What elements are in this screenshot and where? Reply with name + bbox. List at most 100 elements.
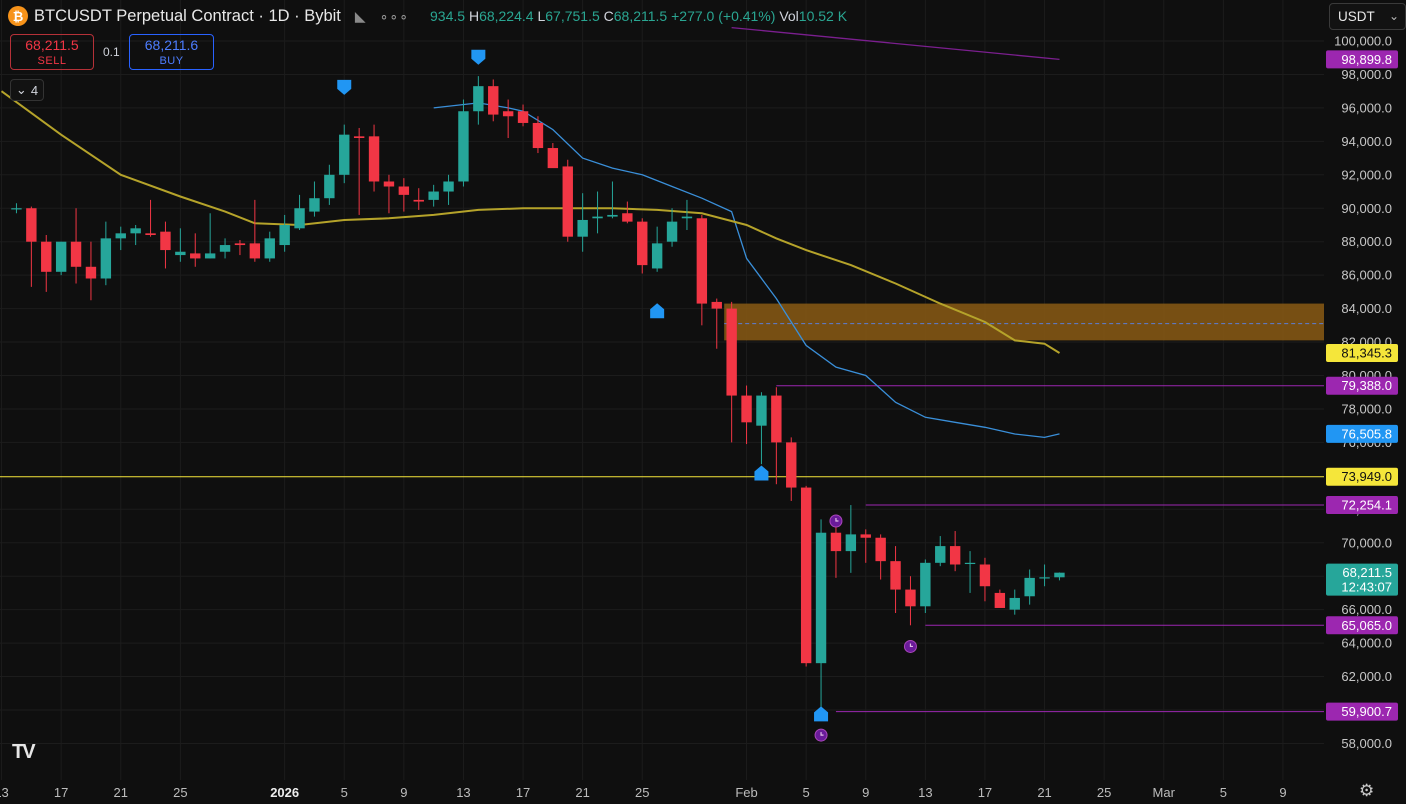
candle[interactable] xyxy=(413,188,424,210)
candle[interactable] xyxy=(726,301,737,443)
candle[interactable] xyxy=(249,199,261,262)
candle-body xyxy=(756,395,767,426)
candle[interactable] xyxy=(920,559,931,613)
alarm-clock-icon[interactable] xyxy=(829,514,843,528)
order-quantity[interactable]: 0.1 xyxy=(103,45,120,59)
candle[interactable] xyxy=(26,206,37,287)
indicators-toggle[interactable]: ⌄ 4 xyxy=(10,79,44,101)
candle[interactable] xyxy=(800,485,812,667)
candle[interactable] xyxy=(637,218,648,274)
alarm-clock-icon[interactable] xyxy=(814,728,828,742)
candle[interactable] xyxy=(875,534,886,580)
candle[interactable] xyxy=(860,529,871,563)
more-options-icon[interactable]: ∘∘∘ xyxy=(379,7,409,24)
candle[interactable] xyxy=(607,181,618,219)
candle[interactable] xyxy=(160,221,171,269)
symbol-title[interactable]: BTCUSDT Perpetual Contract · 1D · Bybit xyxy=(34,6,341,25)
candle[interactable] xyxy=(115,226,126,251)
candle[interactable] xyxy=(175,228,186,262)
trend-line-line[interactable] xyxy=(731,26,1060,61)
signal-marker-icon[interactable] xyxy=(471,49,486,65)
candle[interactable] xyxy=(339,124,350,184)
candle[interactable] xyxy=(845,505,857,573)
candle[interactable] xyxy=(756,392,767,465)
candle[interactable] xyxy=(622,201,633,224)
candle[interactable] xyxy=(562,159,573,242)
candle[interactable] xyxy=(204,213,216,259)
candle[interactable] xyxy=(681,199,693,230)
price-tick-label: 88,000.0 xyxy=(1341,234,1392,249)
candle[interactable] xyxy=(85,241,97,301)
price-tick-label: 96,000.0 xyxy=(1341,100,1392,115)
candle[interactable] xyxy=(517,104,529,127)
candle[interactable] xyxy=(964,551,976,593)
time-axis[interactable]: 13 17 21 25 2026 5 9 13 17 21 25 Feb 5 9 13 17 21 25 Mar 5 9 xyxy=(0,780,1324,804)
settings-gear-icon[interactable]: ⚙ xyxy=(1359,781,1375,800)
tradingview-logo[interactable]: TV xyxy=(12,741,36,763)
candle[interactable] xyxy=(353,127,365,215)
candle[interactable] xyxy=(383,174,395,214)
signal-marker-icon[interactable] xyxy=(337,79,352,95)
ma-slow-line[interactable] xyxy=(0,90,1061,354)
candle[interactable] xyxy=(70,208,82,284)
candle[interactable] xyxy=(890,546,901,613)
candle[interactable] xyxy=(502,99,514,139)
candle[interactable] xyxy=(666,208,678,247)
candle[interactable] xyxy=(130,224,141,246)
candle[interactable] xyxy=(100,221,112,286)
candle[interactable] xyxy=(741,385,752,445)
candle[interactable] xyxy=(711,298,722,349)
price-tag-label: 76,505.8 xyxy=(1341,426,1392,441)
sell-button[interactable]: 68,211.5 SELL xyxy=(10,34,94,70)
candle[interactable] xyxy=(55,241,67,276)
candle[interactable] xyxy=(443,174,454,205)
candle[interactable] xyxy=(815,519,827,712)
candle[interactable] xyxy=(696,214,708,326)
time-tick-label: 5 xyxy=(1220,785,1227,800)
tag-icon[interactable]: ◣ xyxy=(354,7,366,24)
candle[interactable] xyxy=(532,116,544,154)
candle[interactable] xyxy=(398,178,410,212)
candle[interactable] xyxy=(1024,569,1035,605)
currency-select[interactable]: USDT ⌄ xyxy=(1329,3,1406,30)
candle[interactable] xyxy=(1039,564,1050,587)
buy-button[interactable]: 68,211.6 BUY xyxy=(129,34,214,70)
candle[interactable] xyxy=(979,557,991,602)
candle[interactable] xyxy=(294,194,305,230)
signal-marker-icon[interactable] xyxy=(814,706,829,722)
candle[interactable] xyxy=(771,387,782,485)
candle[interactable] xyxy=(41,235,52,292)
candle[interactable] xyxy=(145,199,156,237)
candle[interactable] xyxy=(488,79,499,122)
candle[interactable] xyxy=(190,233,201,267)
candle[interactable] xyxy=(428,184,439,207)
candle[interactable] xyxy=(994,589,1006,608)
candle[interactable] xyxy=(368,124,380,192)
signal-marker-icon[interactable] xyxy=(650,303,665,319)
candle[interactable] xyxy=(1009,589,1020,615)
candle[interactable] xyxy=(786,437,797,501)
candle[interactable] xyxy=(279,214,290,252)
candle-body xyxy=(339,134,350,175)
candle[interactable] xyxy=(949,531,961,572)
candle[interactable] xyxy=(473,76,484,125)
candle[interactable] xyxy=(1054,572,1065,581)
candle[interactable] xyxy=(458,99,469,187)
candle[interactable] xyxy=(547,143,559,169)
candle[interactable] xyxy=(234,240,246,256)
candle[interactable] xyxy=(324,164,335,205)
candle[interactable] xyxy=(219,238,231,259)
candle[interactable] xyxy=(905,576,916,626)
candle[interactable] xyxy=(309,181,320,217)
alarm-clock-icon[interactable] xyxy=(903,639,917,653)
candle[interactable] xyxy=(577,193,588,252)
supply-zone[interactable] xyxy=(724,303,1324,341)
price-axis[interactable]: 100,000.0 98,000.0 96,000.0 94,000.0 92,000.… xyxy=(1324,32,1406,804)
candle[interactable] xyxy=(935,536,946,567)
candle[interactable] xyxy=(11,203,22,214)
candle[interactable] xyxy=(592,191,603,234)
candle[interactable] xyxy=(264,231,275,262)
candle[interactable] xyxy=(651,226,663,272)
signal-marker-icon[interactable] xyxy=(754,465,769,481)
